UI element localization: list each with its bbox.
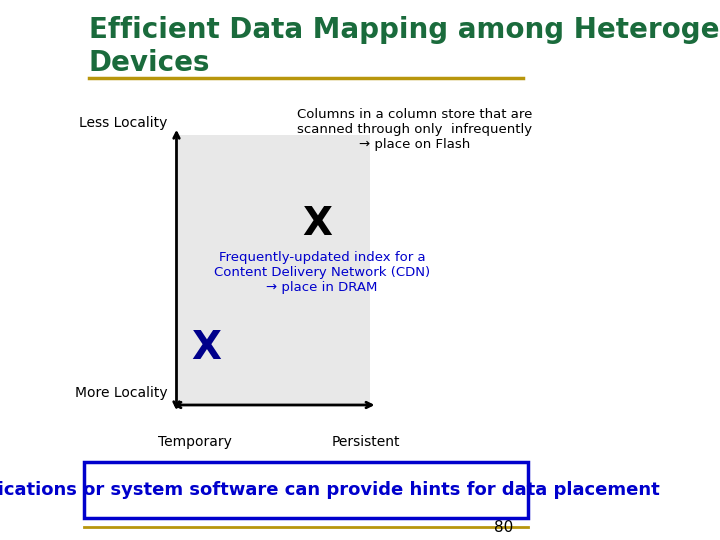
Bar (176, 135, 371, 405)
Text: Applications or system software can provide hints for data placement: Applications or system software can prov… (0, 481, 660, 500)
Text: Persistent: Persistent (332, 435, 400, 449)
Text: Frequently-updated index for a
Content Delivery Network (CDN)
→ place in DRAM: Frequently-updated index for a Content D… (214, 251, 430, 294)
Text: Temporary: Temporary (158, 435, 232, 449)
Text: Less Locality: Less Locality (79, 116, 167, 130)
Text: More Locality: More Locality (75, 386, 167, 400)
Bar (84, 462, 528, 518)
Text: 80: 80 (495, 519, 513, 535)
Text: Efficient Data Mapping among Heterogeneous
Devices: Efficient Data Mapping among Heterogeneo… (89, 16, 720, 77)
Text: X: X (192, 329, 222, 367)
Text: Columns in a column store that are
scanned through only  infrequently
→ place on: Columns in a column store that are scann… (297, 108, 532, 151)
Text: X: X (302, 205, 333, 243)
